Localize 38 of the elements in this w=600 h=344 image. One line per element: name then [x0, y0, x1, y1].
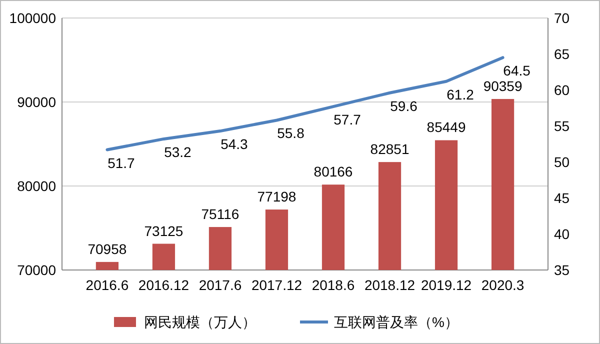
y2-tick-label: 70 [554, 10, 570, 26]
x-tick-label: 2017.12 [251, 277, 302, 293]
data-label: 75116 [201, 206, 240, 222]
data-label: 73125 [144, 222, 184, 239]
y2-tick-label: 60 [554, 82, 570, 98]
y2-tick-label: 40 [554, 226, 570, 242]
x-tick-label: 2020.3 [481, 277, 524, 293]
data-label: 80166 [314, 164, 353, 180]
data-label: 77198 [257, 188, 296, 205]
data-label: 64.5 [503, 62, 531, 79]
data-label: 82851 [370, 141, 410, 158]
y-tick-label: 90000 [17, 94, 56, 110]
x-tick-label: 2016.12 [138, 277, 190, 293]
x-tick-label: 2017.6 [198, 277, 242, 293]
x-tick-label: 2016.6 [86, 277, 129, 293]
y-tick-label: 100000 [9, 10, 56, 26]
y-tick-label: 70000 [17, 262, 56, 278]
data-label: 70958 [88, 240, 127, 257]
data-label: 53.2 [164, 144, 192, 160]
x-tick-label: 2019.12 [420, 277, 472, 293]
y2-tick-label: 35 [554, 262, 570, 278]
data-label: 61.2 [446, 86, 474, 102]
y2-tick-label: 55 [554, 118, 570, 134]
y-tick-label: 80000 [17, 178, 56, 194]
data-label: 85449 [426, 119, 466, 136]
y2-tick-label: 50 [554, 154, 570, 170]
data-label: 57.7 [334, 112, 362, 128]
y2-tick-label: 65 [554, 46, 570, 62]
data-label: 54.3 [220, 136, 248, 152]
x-tick-label: 2018.12 [364, 277, 416, 293]
x-tick-label: 2018.6 [312, 277, 355, 293]
data-label: 51.7 [108, 154, 136, 171]
legend-label: 互联网普及率（%） [334, 314, 458, 330]
data-label: 90359 [483, 78, 522, 94]
data-label: 59.6 [390, 98, 418, 114]
legend-label: 网民规模（万人） [144, 314, 256, 330]
data-label: 55.8 [277, 125, 305, 142]
y2-tick-label: 45 [554, 190, 570, 206]
